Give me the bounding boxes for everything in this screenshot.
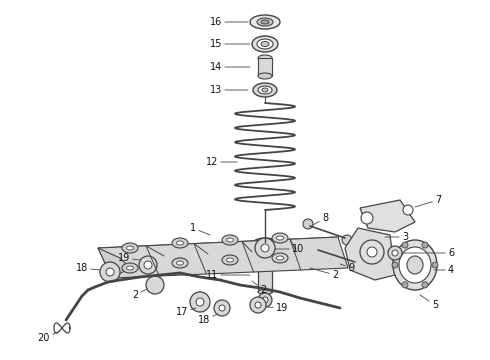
Polygon shape [98,237,340,258]
Ellipse shape [407,256,423,274]
Circle shape [361,212,373,224]
Ellipse shape [253,83,277,97]
Ellipse shape [254,238,276,246]
Ellipse shape [176,261,183,265]
Text: 14: 14 [210,62,250,72]
Text: 9: 9 [340,263,354,273]
Ellipse shape [222,235,238,245]
Ellipse shape [258,289,272,294]
Text: 19: 19 [118,253,140,263]
Circle shape [139,256,157,274]
Text: 1: 1 [190,223,210,235]
Circle shape [219,305,225,311]
Circle shape [367,247,377,257]
Ellipse shape [272,233,288,243]
Circle shape [432,262,438,268]
Ellipse shape [126,246,133,250]
Circle shape [392,262,398,268]
Circle shape [190,292,210,312]
Ellipse shape [258,86,272,94]
Circle shape [422,242,428,248]
Text: 17: 17 [175,307,196,317]
Ellipse shape [261,20,269,24]
Text: 15: 15 [210,39,250,49]
Text: 19: 19 [267,303,288,313]
Ellipse shape [257,39,273,49]
Circle shape [403,205,413,215]
Polygon shape [360,200,415,232]
Ellipse shape [226,258,234,262]
Text: 2: 2 [310,268,338,280]
Circle shape [388,246,402,260]
Circle shape [392,250,398,256]
Text: 5: 5 [420,295,438,310]
Ellipse shape [258,73,272,79]
Text: 16: 16 [210,17,248,27]
Text: 20: 20 [38,332,58,343]
Ellipse shape [172,258,188,268]
Text: 13: 13 [210,85,248,95]
Bar [258,58,272,76]
Circle shape [422,282,428,288]
Circle shape [255,238,275,258]
Text: 2: 2 [252,281,266,295]
Polygon shape [98,237,348,278]
Circle shape [196,298,204,306]
Circle shape [262,297,268,303]
Text: 2: 2 [132,289,147,300]
Text: 18: 18 [76,263,100,273]
Ellipse shape [393,240,437,290]
Text: 18: 18 [198,314,218,325]
Circle shape [402,282,408,288]
Circle shape [258,293,272,307]
Text: 4: 4 [434,265,454,275]
Ellipse shape [276,236,284,240]
Text: 7: 7 [415,195,441,207]
Ellipse shape [176,241,183,245]
Ellipse shape [122,243,138,253]
Ellipse shape [257,18,273,26]
Circle shape [311,244,321,254]
Circle shape [352,258,362,268]
Ellipse shape [126,266,133,270]
Ellipse shape [250,15,280,29]
Bar [258,242,272,292]
Ellipse shape [226,238,234,242]
Ellipse shape [252,36,278,52]
Text: 8: 8 [313,213,328,225]
Ellipse shape [262,88,268,92]
Ellipse shape [172,238,188,248]
Circle shape [214,300,230,316]
Polygon shape [98,248,130,278]
Circle shape [303,219,313,229]
Circle shape [342,235,352,245]
Circle shape [144,261,152,269]
Circle shape [261,244,269,252]
Ellipse shape [276,256,284,260]
Ellipse shape [222,255,238,265]
Ellipse shape [258,239,272,244]
Polygon shape [345,228,395,280]
Circle shape [402,242,408,248]
Circle shape [100,262,120,282]
Ellipse shape [122,263,138,273]
Text: 11: 11 [206,270,250,280]
Circle shape [360,240,384,264]
Text: 10: 10 [275,244,304,254]
Circle shape [106,268,114,276]
Ellipse shape [258,55,272,61]
Text: 3: 3 [385,232,408,242]
Text: 12: 12 [206,157,237,167]
Ellipse shape [261,41,269,46]
Circle shape [255,302,261,308]
Text: 6: 6 [403,248,454,258]
Circle shape [250,297,266,313]
Ellipse shape [399,247,431,283]
Circle shape [146,276,164,294]
Ellipse shape [272,253,288,263]
